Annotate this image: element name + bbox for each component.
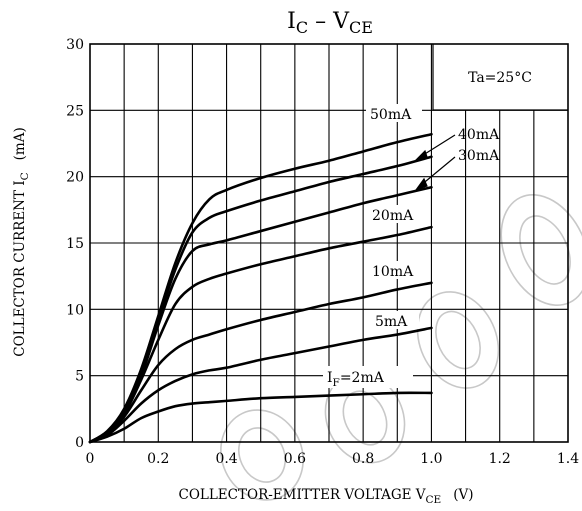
- series-label-10ma: 10mA: [372, 264, 414, 280]
- y-tick-label: 15: [66, 236, 84, 252]
- plot-frame: [89, 43, 569, 443]
- x-tick-label: 0.4: [215, 451, 237, 467]
- series-label-30ma: 30mA: [458, 148, 500, 164]
- label-arrows: [413, 134, 456, 192]
- series-label-50ma: 50mA: [370, 107, 412, 123]
- tick-labels: 0 0.2 0.4 0.6 0.8 1.0 1.2 1.4 0 5 10 15 20 25 30: [66, 37, 579, 467]
- y-tick-label: 20: [66, 170, 84, 186]
- x-tick-label: 1.4: [557, 451, 579, 467]
- series-line: [88, 281, 433, 444]
- chart-title: IC – VCE: [287, 9, 373, 37]
- series-line: [88, 391, 433, 444]
- series-labels: 50mA 40mA 30mA 20mA 10mA 5mA IF=2mA: [323, 104, 500, 389]
- x-axis-label: COLLECTOR-EMITTER VOLTAGE VCE (V): [178, 487, 473, 506]
- x-tick-label: 0.8: [352, 451, 374, 467]
- series-label-20ma: 20mA: [372, 208, 414, 224]
- annotation-box: [433, 44, 569, 110]
- annotation-ta: Ta=25°C: [468, 70, 532, 86]
- y-tick-label: 30: [66, 37, 84, 53]
- y-tick-label: 25: [66, 103, 84, 119]
- series-label-2ma: IF=2mA: [327, 370, 385, 389]
- y-tick-label: 10: [66, 302, 84, 318]
- watermark: [220, 193, 582, 501]
- x-tick-label: 1.0: [420, 451, 442, 467]
- y-tick-label: 5: [75, 369, 84, 385]
- series-line: [88, 225, 433, 444]
- x-tick-label: 0.2: [147, 451, 169, 467]
- x-tick-label: 0.6: [284, 451, 306, 467]
- x-tick-label: 1.2: [489, 451, 511, 467]
- series-label-40ma: 40mA: [458, 127, 500, 143]
- x-tick-label: 0: [86, 451, 95, 467]
- y-tick-label: 0: [75, 435, 84, 451]
- curves: [88, 132, 433, 444]
- series-label-5ma: 5mA: [375, 314, 408, 330]
- y-axis-label: COLLECTOR CURRENT IC(mA): [12, 127, 31, 357]
- series-line: [88, 326, 433, 444]
